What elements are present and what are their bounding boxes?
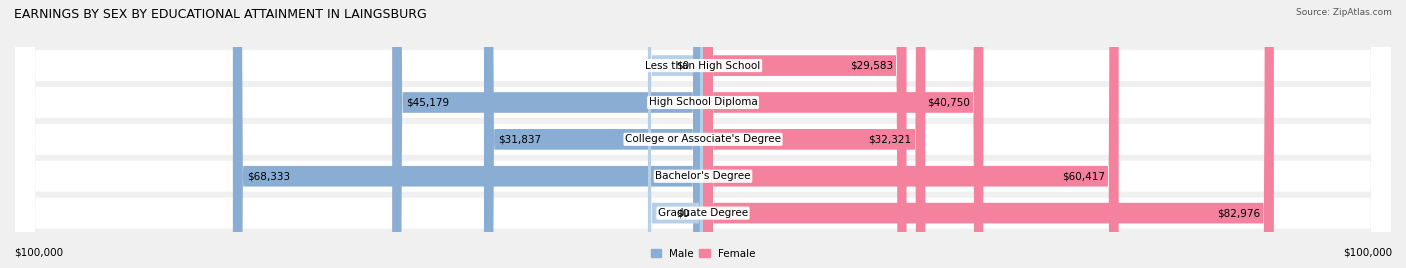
- FancyBboxPatch shape: [15, 0, 1391, 268]
- Text: $32,321: $32,321: [869, 134, 911, 144]
- FancyBboxPatch shape: [648, 0, 703, 268]
- Text: $68,333: $68,333: [246, 171, 290, 181]
- Text: EARNINGS BY SEX BY EDUCATIONAL ATTAINMENT IN LAINGSBURG: EARNINGS BY SEX BY EDUCATIONAL ATTAINMEN…: [14, 8, 427, 21]
- Text: Bachelor's Degree: Bachelor's Degree: [655, 171, 751, 181]
- Text: $100,000: $100,000: [14, 247, 63, 257]
- FancyBboxPatch shape: [703, 0, 907, 268]
- Text: $60,417: $60,417: [1062, 171, 1105, 181]
- FancyBboxPatch shape: [484, 0, 703, 268]
- FancyBboxPatch shape: [703, 0, 983, 268]
- FancyBboxPatch shape: [15, 0, 1391, 268]
- Text: Source: ZipAtlas.com: Source: ZipAtlas.com: [1296, 8, 1392, 17]
- Text: $45,179: $45,179: [406, 98, 449, 107]
- FancyBboxPatch shape: [15, 0, 1391, 268]
- FancyBboxPatch shape: [15, 0, 1391, 268]
- FancyBboxPatch shape: [703, 0, 1119, 268]
- FancyBboxPatch shape: [703, 0, 1274, 268]
- Text: High School Diploma: High School Diploma: [648, 98, 758, 107]
- Text: $82,976: $82,976: [1218, 208, 1260, 218]
- Text: $29,583: $29,583: [849, 61, 893, 70]
- Text: $31,837: $31,837: [498, 134, 541, 144]
- Text: $0: $0: [676, 208, 689, 218]
- Text: Graduate Degree: Graduate Degree: [658, 208, 748, 218]
- Text: College or Associate's Degree: College or Associate's Degree: [626, 134, 780, 144]
- FancyBboxPatch shape: [233, 0, 703, 268]
- FancyBboxPatch shape: [15, 0, 1391, 268]
- Text: $0: $0: [676, 61, 689, 70]
- FancyBboxPatch shape: [703, 0, 925, 268]
- Legend: Male, Female: Male, Female: [647, 244, 759, 263]
- Text: $100,000: $100,000: [1343, 247, 1392, 257]
- FancyBboxPatch shape: [648, 0, 703, 268]
- FancyBboxPatch shape: [392, 0, 703, 268]
- Text: $40,750: $40,750: [927, 98, 970, 107]
- Text: Less than High School: Less than High School: [645, 61, 761, 70]
